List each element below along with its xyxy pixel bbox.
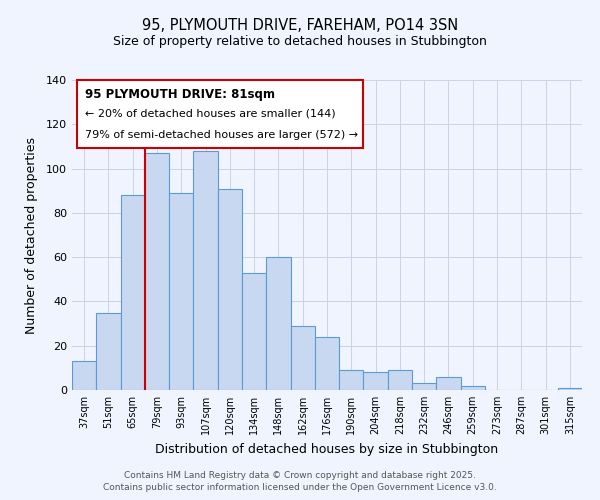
Bar (145, 153, 169, 390)
Text: 79% of semi-detached houses are larger (572) →: 79% of semi-detached houses are larger (… (85, 130, 358, 140)
Bar (461, 386, 485, 390)
Bar (388, 370, 412, 390)
Bar (412, 384, 436, 390)
Text: 95, PLYMOUTH DRIVE, FAREHAM, PO14 3SN: 95, PLYMOUTH DRIVE, FAREHAM, PO14 3SN (142, 18, 458, 32)
Bar (121, 195, 145, 390)
Bar (218, 188, 242, 390)
Bar (96, 312, 121, 390)
X-axis label: Distribution of detached houses by size in Stubbington: Distribution of detached houses by size … (155, 442, 499, 456)
Text: 95 PLYMOUTH DRIVE: 81sqm: 95 PLYMOUTH DRIVE: 81sqm (85, 88, 275, 101)
FancyBboxPatch shape (77, 80, 363, 148)
Text: ← 20% of detached houses are smaller (144): ← 20% of detached houses are smaller (14… (85, 109, 335, 119)
Bar (290, 326, 315, 390)
Y-axis label: Number of detached properties: Number of detached properties (25, 136, 38, 334)
Bar (558, 388, 582, 390)
Bar (339, 370, 364, 390)
Text: Contains public sector information licensed under the Open Government Licence v3: Contains public sector information licen… (103, 484, 497, 492)
Bar (266, 257, 290, 390)
Text: Contains HM Land Registry data © Crown copyright and database right 2025.: Contains HM Land Registry data © Crown c… (124, 471, 476, 480)
Text: Size of property relative to detached houses in Stubbington: Size of property relative to detached ho… (113, 35, 487, 48)
Bar (364, 372, 388, 390)
Bar (72, 361, 96, 390)
Bar (315, 337, 339, 390)
Bar (193, 151, 218, 390)
Bar (436, 376, 461, 390)
Bar (242, 272, 266, 390)
Bar (169, 193, 193, 390)
